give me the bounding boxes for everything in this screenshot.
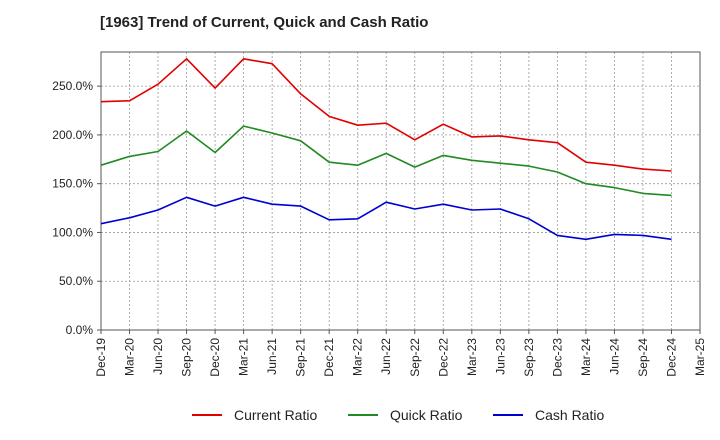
y-tick-label: 150.0%	[52, 177, 93, 191]
axes	[97, 51, 701, 334]
x-tick-label: Sep-21	[294, 338, 308, 377]
x-tick-label: Dec-19	[94, 338, 108, 377]
legend: Current Ratio Quick Ratio Cash Ratio	[192, 407, 604, 423]
series	[100, 57, 672, 241]
x-tick-label: Dec-20	[208, 338, 222, 377]
x-tick-label: Mar-20	[123, 338, 137, 376]
legend-label-cash-ratio: Cash Ratio	[535, 407, 604, 423]
x-tick-label: Jun-24	[607, 338, 621, 375]
y-tick-label: 0.0%	[66, 323, 94, 337]
quick-ratio-line	[100, 125, 672, 197]
legend-label-quick-ratio: Quick Ratio	[390, 407, 463, 423]
x-tick-label: Mar-21	[237, 338, 251, 376]
y-tick-label: 200.0%	[52, 128, 93, 142]
legend-label-current-ratio: Current Ratio	[234, 407, 317, 423]
x-tick-label: Sep-22	[408, 338, 422, 377]
grid	[101, 52, 700, 330]
x-tick-label: Jun-23	[493, 338, 507, 375]
x-tick-label: Mar-22	[351, 338, 365, 376]
y-tick-label: 100.0%	[52, 225, 93, 239]
cash-ratio-line	[100, 196, 672, 241]
tick-labels: 0.0% 50.0% 100.0% 150.0% 200.0% 250.0% Dec-19 M…	[52, 79, 707, 377]
plot-area-frame	[100, 51, 701, 331]
x-tick-label: Jun-21	[265, 338, 279, 375]
y-tick-label: 250.0%	[52, 79, 93, 93]
x-tick-label: Mar-23	[465, 338, 479, 376]
x-tick-label: Jun-22	[379, 338, 393, 375]
chart-title: [1963] Trend of Current, Quick and Cash …	[100, 14, 429, 31]
y-tick-label: 50.0%	[59, 274, 93, 288]
current-ratio-line	[100, 57, 672, 172]
x-tick-label: Dec-21	[322, 338, 336, 377]
x-tick-label: Dec-24	[664, 338, 678, 377]
x-tick-label: Sep-24	[636, 338, 650, 377]
x-tick-label: Sep-20	[180, 338, 194, 377]
x-tick-label: Mar-24	[579, 338, 593, 376]
x-tick-label: Mar-25	[693, 338, 707, 376]
x-tick-label: Sep-23	[522, 338, 536, 377]
x-tick-label: Dec-22	[436, 338, 450, 377]
x-tick-label: Dec-23	[550, 338, 564, 377]
x-tick-label: Jun-20	[151, 338, 165, 375]
